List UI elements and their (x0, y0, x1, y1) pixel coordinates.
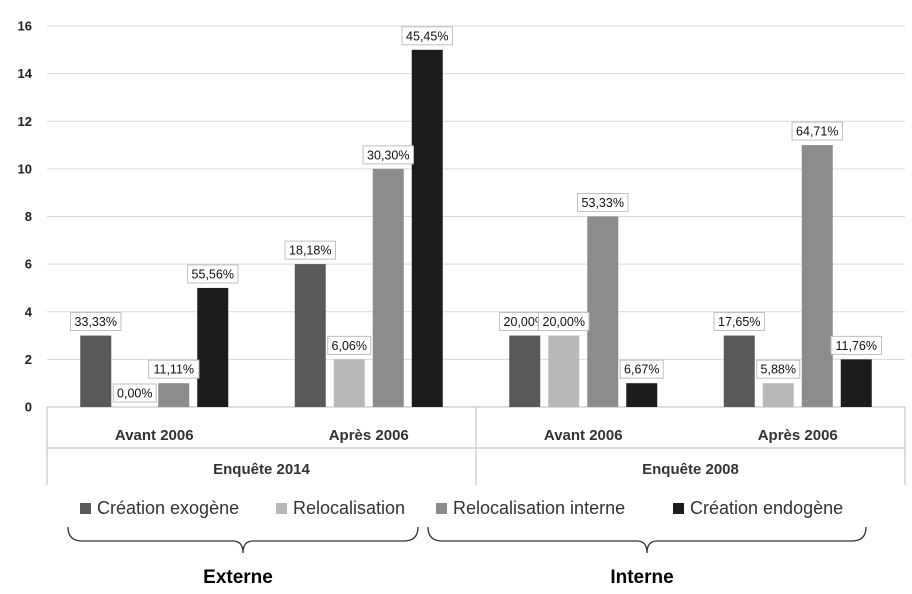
bar (158, 383, 190, 407)
bar (294, 264, 326, 407)
bar (762, 383, 794, 407)
legend: Création exogène Relocalisation Relocalisa… (80, 498, 843, 518)
y-tick-label: 2 (25, 352, 32, 367)
data-label: 17,65% (718, 315, 760, 329)
bar (626, 383, 658, 407)
data-label-box (112, 383, 157, 403)
data-label-box (830, 335, 882, 355)
bar (587, 216, 619, 407)
data-label: 53,33% (582, 196, 624, 210)
y-tick-label: 0 (25, 400, 32, 415)
data-label: 6,06% (332, 339, 367, 353)
data-label: 11,11% (153, 363, 194, 377)
data-label: 6,67% (624, 363, 659, 377)
bar (723, 335, 755, 407)
data-label-box (538, 312, 590, 332)
brace-label: Interne (610, 567, 673, 588)
x-group-label: Enquête 2008 (642, 461, 739, 478)
legend-swatch (673, 503, 684, 514)
legend-label: Relocalisation interne (453, 498, 625, 518)
y-axis: 0 2 4 6 8 10 12 14 16 (18, 19, 33, 415)
data-label: 20,00% (543, 315, 585, 329)
data-labels: 33,33% 18,18% 20,00% 17,65% 0,00% 6,06% 20,00%… (70, 26, 882, 403)
y-tick-label: 14 (18, 66, 33, 81)
x-category-label: Avant 2006 (544, 427, 623, 444)
data-label-box (401, 26, 453, 46)
bar (197, 287, 229, 407)
data-label-box (577, 193, 629, 212)
braces: Externe Interne (67, 526, 867, 588)
bar (840, 359, 872, 407)
bar (372, 168, 404, 407)
data-label-box (756, 359, 801, 379)
legend-swatch (436, 503, 447, 514)
bars (80, 49, 872, 407)
bar (548, 335, 580, 407)
data-label-box (327, 335, 372, 355)
data-label-box (284, 240, 336, 260)
data-label: 11,76% (836, 339, 877, 353)
y-tick-label: 4 (25, 304, 33, 319)
x-category-label: Après 2006 (329, 427, 409, 444)
data-label: 45,45% (406, 29, 448, 43)
data-label: 0,00% (117, 387, 152, 401)
data-label: 30,30% (367, 148, 409, 162)
gridlines (47, 25, 905, 408)
data-label-box (362, 145, 414, 165)
data-label: 55,56% (192, 267, 234, 281)
y-tick-label: 12 (18, 114, 32, 129)
bar (509, 335, 541, 407)
data-label: 5,88% (761, 363, 796, 377)
legend-swatch (276, 503, 287, 514)
x-group-label: Enquête 2014 (213, 461, 310, 478)
legend-label: Création endogène (690, 498, 843, 518)
x-category-label: Avant 2006 (115, 427, 194, 444)
x-axis: Avant 2006 Après 2006 Enquête 2014 Avant 20… (46, 407, 906, 485)
data-label: 18,18% (289, 244, 331, 258)
bar (801, 145, 833, 407)
brace (427, 526, 867, 554)
data-label-box (70, 312, 122, 332)
brace (67, 526, 419, 554)
data-label-box (148, 359, 200, 379)
data-label-box (619, 359, 664, 379)
bar (80, 335, 112, 407)
y-tick-label: 16 (18, 19, 32, 34)
data-label: 20,00% (504, 315, 546, 329)
legend-label: Création exogène (97, 498, 239, 518)
bar (411, 49, 443, 407)
legend-swatch (80, 503, 91, 514)
legend-label: Relocalisation (293, 498, 405, 518)
data-label-box (791, 121, 843, 141)
data-label-box (713, 312, 765, 332)
y-tick-label: 8 (25, 209, 32, 224)
bar (333, 359, 365, 407)
data-label-box (187, 264, 239, 284)
y-tick-label: 6 (25, 257, 32, 272)
data-label: 64,71% (796, 125, 838, 139)
y-tick-label: 10 (18, 161, 32, 176)
x-category-label: Après 2006 (758, 427, 838, 444)
brace-label: Externe (203, 567, 273, 588)
data-label: 33,33% (75, 315, 117, 329)
